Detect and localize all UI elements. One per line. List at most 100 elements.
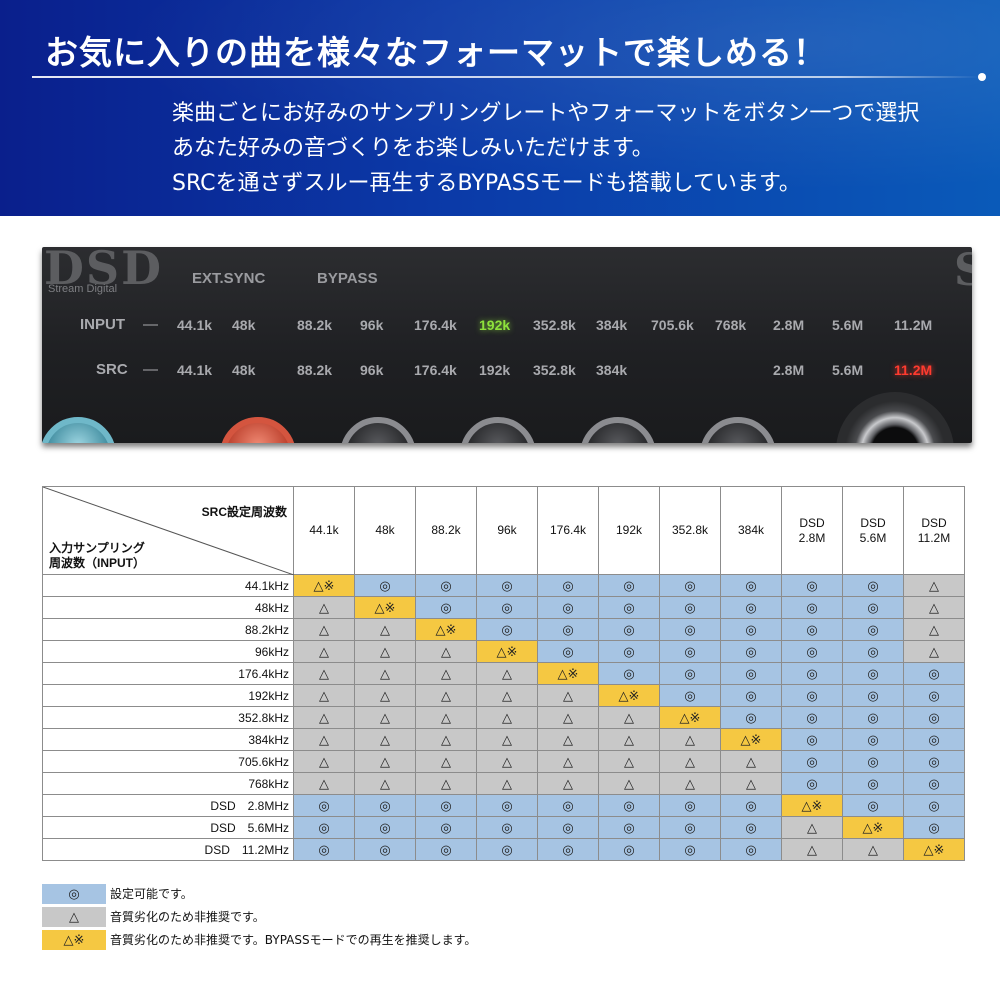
table-cell: △ bbox=[598, 750, 660, 773]
table-cell: △※ bbox=[781, 794, 843, 817]
table-cell: △ bbox=[415, 772, 477, 795]
table-row: 352.8kHz △ △ △ △ △ △ △※ ◎ ◎ ◎ ◎ bbox=[42, 706, 965, 729]
column-header-text: 48k bbox=[375, 523, 395, 537]
table-cell: △※ bbox=[537, 662, 599, 685]
table-cell: △ bbox=[903, 574, 965, 597]
table-cell: ◎ bbox=[598, 574, 660, 597]
table-cell: ◎ bbox=[903, 706, 965, 729]
input-row-label: INPUT bbox=[80, 316, 125, 333]
column-header: DSD 5.6M bbox=[842, 486, 904, 575]
src-rate-2-8M: 2.8M bbox=[773, 362, 805, 378]
panel-right-logo: S bbox=[954, 247, 972, 296]
table-cell: ◎ bbox=[598, 794, 660, 817]
table-cell: ◎ bbox=[781, 618, 843, 641]
table-cell: ◎ bbox=[720, 794, 782, 817]
table-cell: ◎ bbox=[476, 794, 538, 817]
table-cell: ◎ bbox=[842, 772, 904, 795]
table-cell: ◎ bbox=[598, 838, 660, 861]
src-setting-header: SRC設定周波数 bbox=[201, 505, 287, 519]
table-cell: △ bbox=[476, 728, 538, 751]
headphone-jack bbox=[836, 392, 954, 443]
table-cell: ◎ bbox=[720, 640, 782, 663]
table-cell: ◎ bbox=[720, 838, 782, 861]
row-header: 44.1kHz bbox=[42, 574, 294, 597]
legend-text: 設定可能です。 bbox=[110, 887, 193, 901]
column-header-text: 44.1k bbox=[309, 523, 339, 537]
table-row: 96kHz △ △ △ △※ ◎ ◎ ◎ ◎ ◎ ◎ △ bbox=[42, 640, 965, 663]
panel-logo-subtitle: Stream Digital bbox=[48, 283, 118, 295]
table-cell: △※ bbox=[659, 706, 721, 729]
input-rate-11-2M: 11.2M bbox=[894, 317, 933, 333]
column-header: 352.8k bbox=[659, 486, 721, 575]
input-rate-384k: 384k bbox=[596, 317, 628, 333]
column-header-text: 88.2k bbox=[431, 523, 461, 537]
table-cell: ◎ bbox=[842, 684, 904, 707]
row-header: 176.4kHz bbox=[42, 662, 294, 685]
table-cell: ◎ bbox=[781, 728, 843, 751]
row-header: 768kHz bbox=[42, 772, 294, 795]
src-rate-176-4k: 176.4k bbox=[414, 362, 457, 378]
table-cell: ◎ bbox=[842, 640, 904, 663]
input-rate-192k: 192k bbox=[479, 317, 511, 333]
table-row: DSD 2.8MHz ◎ ◎ ◎ ◎ ◎ ◎ ◎ ◎ △※ ◎ ◎ bbox=[42, 794, 965, 817]
table-cell: △※ bbox=[354, 596, 416, 619]
table-cell: △ bbox=[903, 596, 965, 619]
table-cell: ◎ bbox=[659, 640, 721, 663]
table-row: 44.1kHz △※ ◎ ◎ ◎ ◎ ◎ ◎ ◎ ◎ ◎ △ bbox=[42, 574, 965, 597]
input-frequency-header-line-2: 周波数（INPUT） bbox=[49, 556, 146, 570]
table-cell: ◎ bbox=[842, 750, 904, 773]
table-cell: ◎ bbox=[903, 728, 965, 751]
src-rate-352-8k: 352.8k bbox=[533, 362, 576, 378]
banner-divider bbox=[32, 76, 980, 78]
table-cell: ◎ bbox=[293, 816, 355, 839]
table-cell: △ bbox=[537, 750, 599, 773]
src-row-dash: — bbox=[143, 361, 158, 378]
table-cell: △ bbox=[476, 706, 538, 729]
table-cell: ◎ bbox=[781, 596, 843, 619]
table-row: 768kHz △ △ △ △ △ △ △ △ ◎ ◎ ◎ bbox=[42, 772, 965, 795]
input-rate-96k: 96k bbox=[360, 317, 384, 333]
table-cell: △ bbox=[293, 684, 355, 707]
input-rate-705-6k: 705.6k bbox=[651, 317, 694, 333]
table-cell: △ bbox=[720, 772, 782, 795]
legend-swatch: △ bbox=[42, 907, 106, 927]
column-header: 96k bbox=[476, 486, 538, 575]
table-cell: △ bbox=[293, 706, 355, 729]
column-header: 48k bbox=[354, 486, 416, 575]
row-header: 192kHz bbox=[42, 684, 294, 707]
row-header: DSD 2.8MHz bbox=[42, 794, 294, 817]
table-cell: △※ bbox=[293, 574, 355, 597]
banner-line-1: 楽曲ごとにお好みのサンプリングレートやフォーマットをボタン一つで選択 bbox=[172, 101, 920, 126]
table-cell: ◎ bbox=[842, 618, 904, 641]
table-row: DSD 11.2MHz ◎ ◎ ◎ ◎ ◎ ◎ ◎ ◎ △ △ △※ bbox=[42, 838, 965, 861]
column-header: 176.4k bbox=[537, 486, 599, 575]
legend-item: ◎ 設定可能です。 bbox=[42, 884, 642, 907]
table-cell: △ bbox=[598, 728, 660, 751]
table-cell: ◎ bbox=[720, 684, 782, 707]
banner-title: お気に入りの曲を様々なフォーマットで楽しめる！ bbox=[45, 33, 827, 72]
row-header: 705.6kHz bbox=[42, 750, 294, 773]
table-cell: △ bbox=[476, 750, 538, 773]
column-header-text: 11.2M bbox=[917, 530, 951, 545]
table-body: 44.1kHz △※ ◎ ◎ ◎ ◎ ◎ ◎ ◎ ◎ ◎ △ 48kHz △ △※ ◎ ◎ ◎ ◎ ◎ ◎ ◎ ◎ △ 88.2… bbox=[42, 574, 965, 861]
table-cell: △ bbox=[842, 838, 904, 861]
input-row-dash: — bbox=[143, 316, 158, 333]
column-header: 384k bbox=[720, 486, 782, 575]
table-cell: △※ bbox=[903, 838, 965, 861]
knob-button-2 bbox=[460, 417, 536, 443]
column-header: 88.2k bbox=[415, 486, 477, 575]
table-cell: ◎ bbox=[720, 574, 782, 597]
bypass-indicator: BYPASS bbox=[317, 270, 378, 287]
knob-red bbox=[220, 417, 296, 443]
table-cell: ◎ bbox=[781, 772, 843, 795]
src-compatibility-table: SRC設定周波数 入力サンプリング 周波数（INPUT） 44.1k 48k 88.… bbox=[42, 486, 965, 861]
banner-description: 楽曲ごとにお好みのサンプリングレートやフォーマットをボタン一つで選択 あなた好み… bbox=[172, 96, 919, 201]
table-cell: △ bbox=[781, 838, 843, 861]
table-cell: △ bbox=[354, 640, 416, 663]
table-cell: ◎ bbox=[842, 574, 904, 597]
table-cell: △ bbox=[293, 618, 355, 641]
table-cell: ◎ bbox=[781, 750, 843, 773]
table-cell: ◎ bbox=[537, 574, 599, 597]
table-cell: ◎ bbox=[476, 618, 538, 641]
table-cell: ◎ bbox=[537, 596, 599, 619]
